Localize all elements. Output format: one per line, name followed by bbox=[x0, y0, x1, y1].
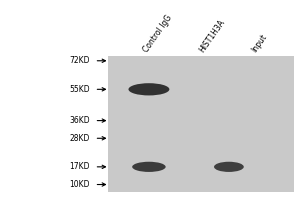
Ellipse shape bbox=[128, 83, 170, 95]
Text: 36KD: 36KD bbox=[69, 116, 90, 125]
Text: 17KD: 17KD bbox=[70, 162, 90, 171]
Text: Input: Input bbox=[249, 32, 268, 54]
Text: HIST1H3A: HIST1H3A bbox=[197, 18, 226, 54]
Ellipse shape bbox=[132, 162, 166, 172]
Text: 10KD: 10KD bbox=[70, 180, 90, 189]
Text: 55KD: 55KD bbox=[69, 85, 90, 94]
Text: 72KD: 72KD bbox=[70, 56, 90, 65]
Bar bbox=[108, 56, 294, 192]
Text: 28KD: 28KD bbox=[70, 134, 90, 143]
Text: Control IgG: Control IgG bbox=[142, 13, 174, 54]
Ellipse shape bbox=[214, 162, 244, 172]
